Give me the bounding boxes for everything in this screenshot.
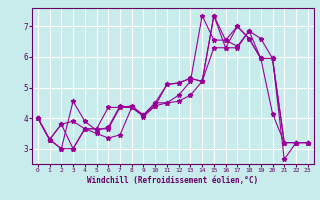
X-axis label: Windchill (Refroidissement éolien,°C): Windchill (Refroidissement éolien,°C) xyxy=(87,176,258,185)
